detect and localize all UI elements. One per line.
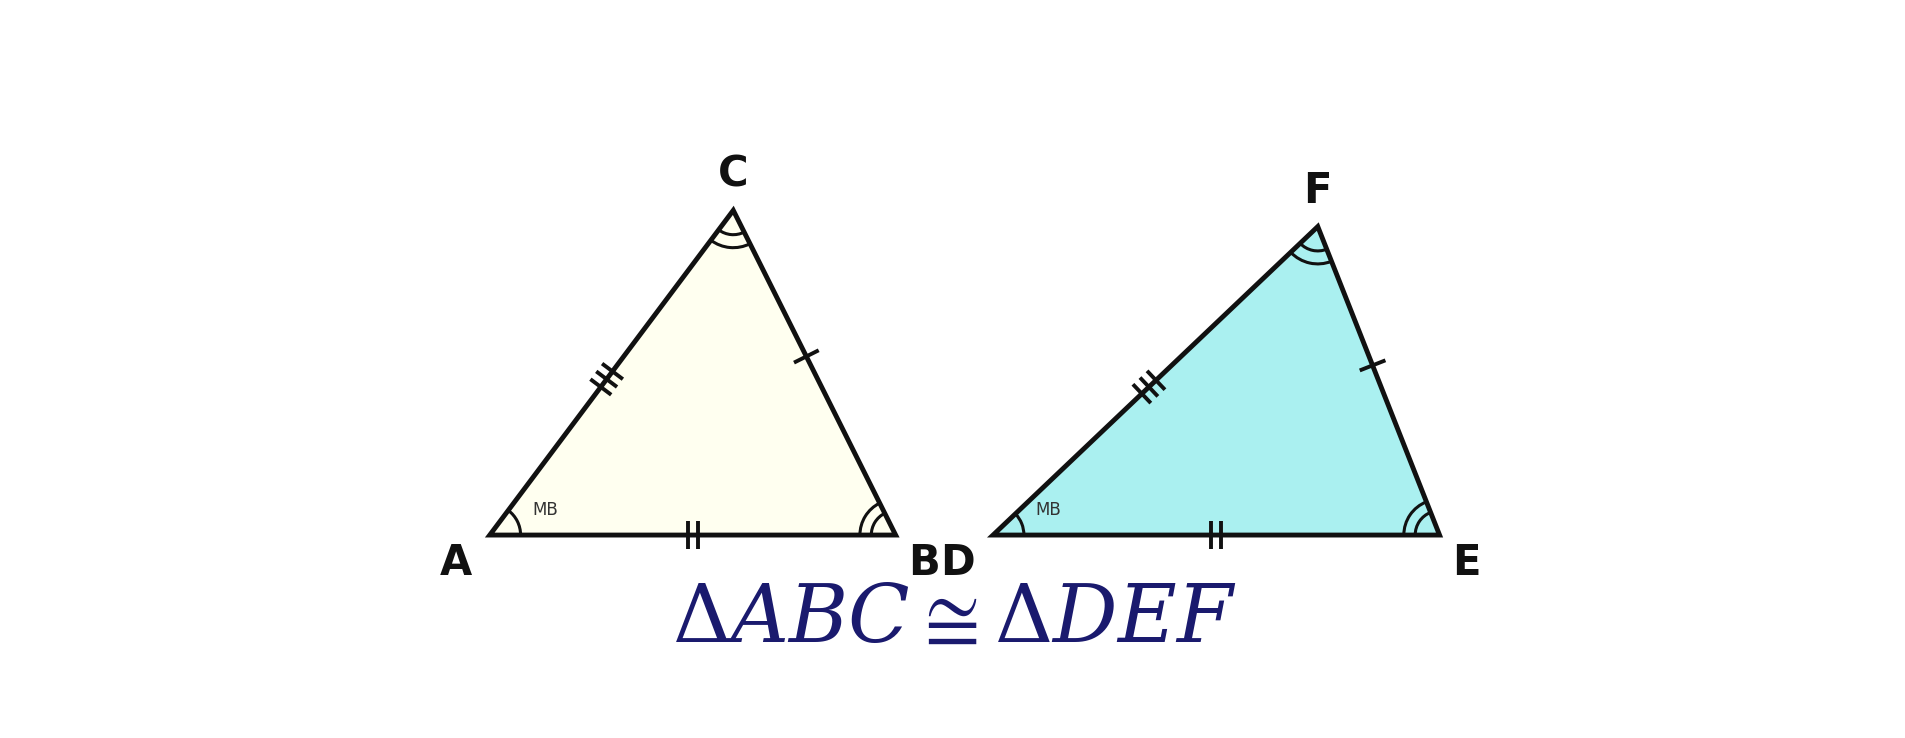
Polygon shape: [993, 227, 1438, 535]
Text: MB: MB: [531, 501, 558, 519]
Text: $\Delta ABC \cong \Delta DEF$: $\Delta ABC \cong \Delta DEF$: [672, 582, 1236, 659]
Text: E: E: [1452, 542, 1480, 584]
Text: A: A: [440, 542, 472, 584]
Text: C: C: [718, 154, 749, 196]
Text: MB: MB: [1034, 501, 1061, 519]
Polygon shape: [490, 210, 895, 535]
Text: F: F: [1303, 170, 1332, 212]
Text: B: B: [907, 542, 939, 584]
Text: D: D: [939, 542, 975, 584]
